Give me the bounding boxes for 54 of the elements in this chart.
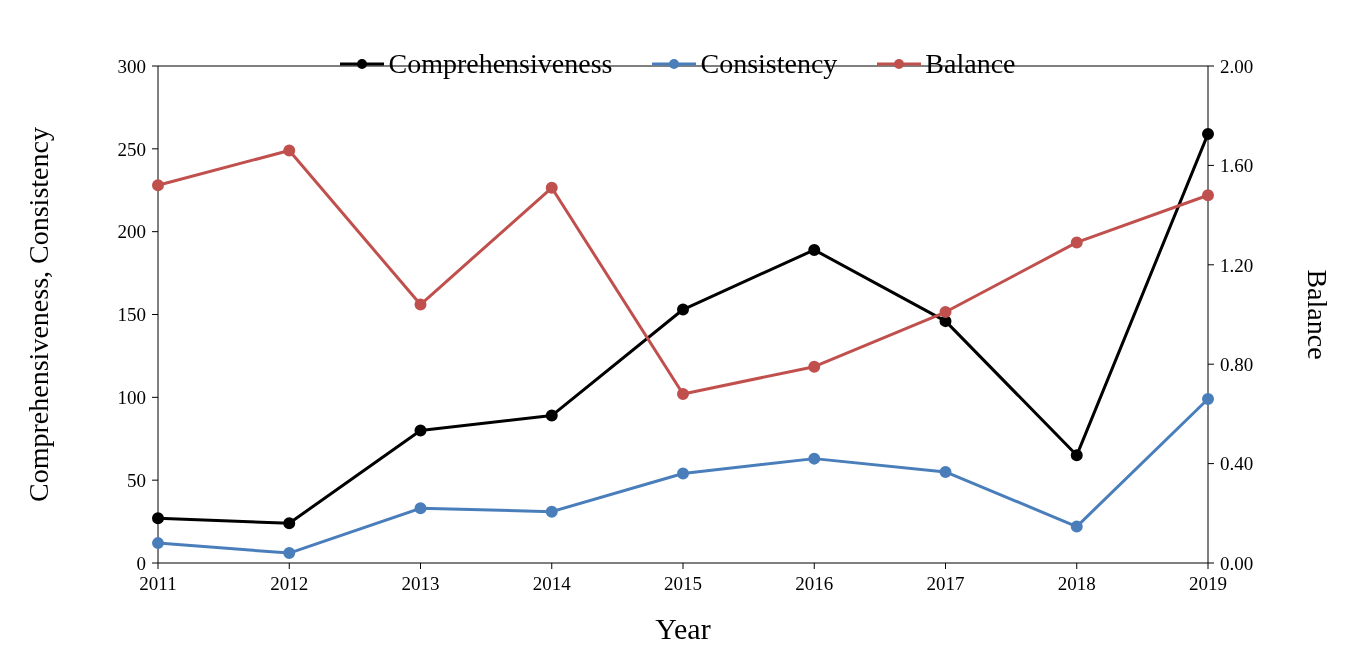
point: [939, 306, 952, 319]
point: [283, 517, 296, 530]
point: [677, 388, 689, 401]
point: [545, 181, 558, 194]
x-axis-title: Year: [655, 612, 711, 645]
y-tick-label: 100: [117, 387, 146, 409]
x-tick-label: 2018: [1057, 573, 1096, 595]
point: [545, 505, 558, 518]
x-tick-label: 2012: [270, 573, 309, 595]
point: [414, 298, 427, 311]
y-tick-label: 300: [117, 55, 146, 77]
point: [152, 537, 164, 550]
point: [414, 502, 427, 515]
point: [283, 547, 296, 560]
y-tick-label: 0: [136, 552, 146, 574]
point: [808, 452, 821, 465]
point: [152, 179, 164, 192]
y2-tick-label: 2.00: [1220, 55, 1254, 77]
y2-tick-label: 0.40: [1220, 453, 1254, 475]
x-tick-label: 2019: [1189, 573, 1227, 595]
legend-label: Balance: [924, 48, 1016, 80]
y2-tick-label: 0.80: [1220, 353, 1254, 375]
point: [1070, 236, 1083, 249]
legend-label: Comprehensiveness: [387, 48, 613, 80]
x-tick-label: 2011: [139, 573, 177, 595]
point: [1202, 392, 1214, 405]
point: [808, 360, 821, 373]
y-tick-label: 150: [117, 304, 146, 326]
point: [677, 467, 689, 480]
legend-label: Consistency: [699, 48, 838, 80]
point: [152, 512, 164, 525]
point: [1070, 449, 1083, 462]
point: [1202, 189, 1214, 202]
y-tick-label: 250: [117, 138, 146, 160]
y2-tick-label: 1.60: [1220, 155, 1254, 177]
y-tick-label: 50: [127, 469, 146, 491]
y-tick-label: 200: [117, 221, 146, 243]
y2-tick-label: 0.00: [1220, 552, 1254, 574]
point: [414, 424, 427, 437]
point: [808, 243, 821, 256]
x-tick-label: 2016: [795, 573, 834, 595]
x-tick-label: 2015: [664, 573, 702, 595]
y2-tick-label: 1.20: [1220, 254, 1254, 276]
x-tick-label: 2017: [926, 573, 965, 595]
x-tick-label: 2014: [532, 573, 572, 595]
point: [677, 303, 689, 316]
x-tick-label: 2013: [401, 573, 440, 595]
point: [545, 409, 558, 422]
y2-axis-title: Balance: [1302, 269, 1334, 360]
point: [939, 465, 952, 478]
point: [283, 144, 296, 157]
point: [1070, 520, 1083, 533]
y-axis-title: Comprehensiveness, Consistency: [22, 127, 54, 502]
point: [1202, 127, 1214, 140]
